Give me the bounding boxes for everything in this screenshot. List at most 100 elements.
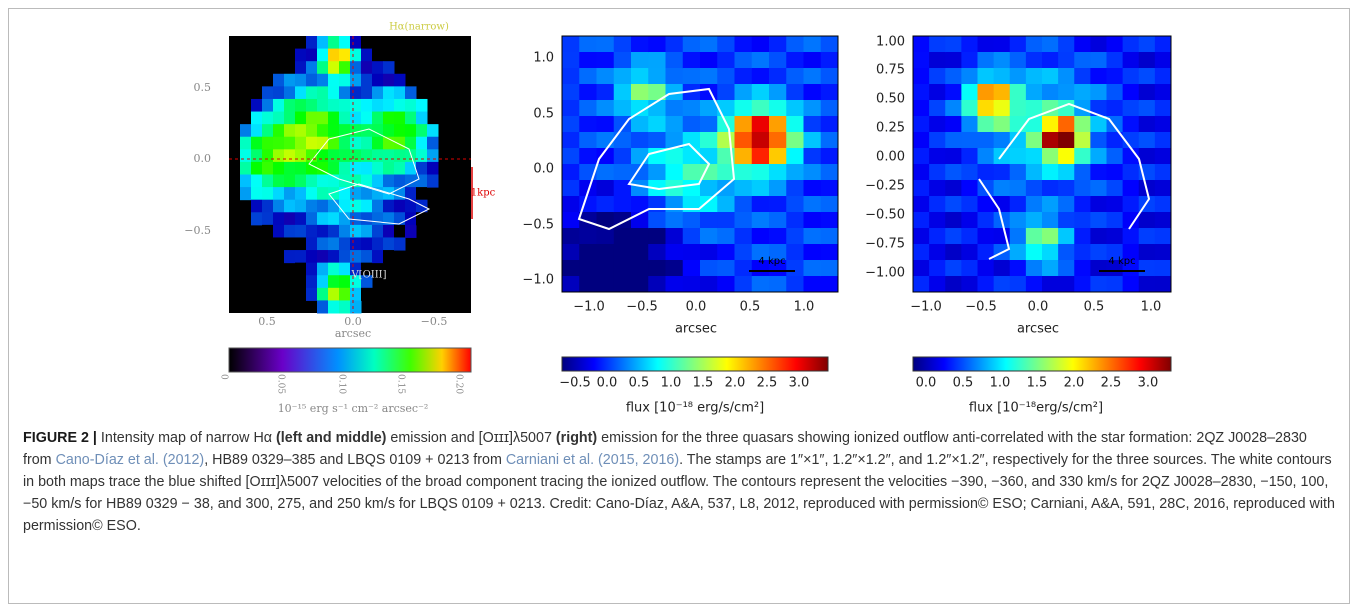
map-pixel xyxy=(1042,36,1059,53)
map-pixel xyxy=(1026,180,1043,197)
map-pixel xyxy=(350,124,362,137)
map-pixel xyxy=(1090,100,1107,117)
map-pixel xyxy=(786,180,804,197)
map-pixel xyxy=(1123,36,1140,53)
map-pixel xyxy=(427,175,439,188)
caption-text[interactable]: Carniani et al. (2015, 2016) xyxy=(506,452,679,468)
map-pixel xyxy=(317,175,329,188)
map-pixel xyxy=(350,250,362,263)
map-pixel xyxy=(1042,164,1059,181)
map-pixel xyxy=(929,132,946,149)
map-pixel xyxy=(1123,52,1140,69)
map-pixel xyxy=(735,132,753,149)
map-pixel xyxy=(284,187,296,200)
map-pixel xyxy=(913,68,930,85)
map-pixel xyxy=(1123,180,1140,197)
map-pixel xyxy=(1026,212,1043,229)
map-pixel xyxy=(394,200,406,213)
x-tick-label: −0.5 xyxy=(965,300,997,315)
map-pixel xyxy=(317,124,329,137)
map-pixel xyxy=(240,187,252,200)
y-tick-label: −0.75 xyxy=(865,237,905,252)
map-pixel xyxy=(262,137,274,150)
map-pixel xyxy=(717,100,735,117)
map-pixel xyxy=(735,244,753,261)
map-pixel xyxy=(339,112,351,125)
map-pixel xyxy=(717,228,735,245)
y-tick-label: 0.75 xyxy=(876,63,905,78)
map-pixel xyxy=(631,180,649,197)
map-pixel xyxy=(328,86,340,99)
map-pixel xyxy=(597,100,615,117)
map-pixel xyxy=(240,124,252,137)
map-pixel xyxy=(1010,180,1027,197)
map-pixel xyxy=(1042,260,1059,277)
annotation: N xyxy=(220,246,229,257)
map-pixel xyxy=(1074,244,1091,261)
map-pixel xyxy=(295,162,307,175)
colorbar xyxy=(229,348,471,372)
map-pixel xyxy=(666,36,684,53)
caption-text[interactable]: Cano-Díaz et al. (2012) xyxy=(56,452,205,468)
map-pixel xyxy=(752,52,770,69)
map-pixel xyxy=(328,112,340,125)
caption: FIGURE 2 | Intensity map of narrow Hα (l… xyxy=(23,427,1338,537)
map-pixel xyxy=(786,132,804,149)
map-pixel xyxy=(1058,148,1075,165)
annotation: Hα(narrow) xyxy=(389,22,449,33)
map-pixel xyxy=(562,148,580,165)
map-pixel xyxy=(1107,228,1124,245)
map-pixel xyxy=(717,212,735,229)
map-pixel xyxy=(273,74,285,87)
map-pixel xyxy=(735,164,753,181)
map-pixel xyxy=(700,132,718,149)
map-pixel xyxy=(597,164,615,181)
map-pixel xyxy=(648,244,666,261)
map-pixel xyxy=(821,212,839,229)
colorbar-tick-label: 0.0 xyxy=(597,376,618,391)
map-pixel xyxy=(262,212,274,225)
map-pixel xyxy=(317,300,329,313)
map-pixel xyxy=(306,237,318,250)
map-pixel xyxy=(350,99,362,112)
map-pixel xyxy=(1042,68,1059,85)
map-pixel xyxy=(372,162,384,175)
map-pixel xyxy=(683,164,701,181)
map-pixel xyxy=(562,180,580,197)
map-pixel xyxy=(262,86,274,99)
map-pixel xyxy=(579,260,597,277)
map-pixel xyxy=(361,36,373,49)
map-pixel xyxy=(945,36,962,53)
map-pixel xyxy=(295,86,307,99)
map-pixel xyxy=(295,61,307,74)
map-pixel xyxy=(769,148,787,165)
map-pixel xyxy=(306,225,318,238)
map-pixel xyxy=(306,99,318,112)
map-pixel xyxy=(317,36,329,49)
y-tick-label: −0.5 xyxy=(522,218,554,233)
colorbar-tick-label: 2.0 xyxy=(725,376,746,391)
map-pixel xyxy=(1107,100,1124,117)
map-pixel xyxy=(717,36,735,53)
map-pixel xyxy=(1139,148,1156,165)
map-pixel xyxy=(262,162,274,175)
map-pixel xyxy=(631,148,649,165)
y-tick-label: −1.00 xyxy=(865,266,905,281)
map-pixel xyxy=(1074,164,1091,181)
map-pixel xyxy=(350,288,362,301)
map-pixel xyxy=(306,263,318,276)
map-pixel xyxy=(251,124,263,137)
map-pixel xyxy=(295,137,307,150)
map-pixel xyxy=(317,137,329,150)
map-pixel xyxy=(284,149,296,162)
map-pixel xyxy=(1139,132,1156,149)
map-pixel xyxy=(945,116,962,133)
map-pixel xyxy=(350,49,362,62)
colorbar-tick-label: −0.5 xyxy=(559,376,591,391)
map-pixel xyxy=(648,276,666,293)
map-pixel xyxy=(683,276,701,293)
map-pixel xyxy=(284,61,296,74)
map-pixel xyxy=(945,84,962,101)
map-pixel xyxy=(394,149,406,162)
map-pixel xyxy=(717,68,735,85)
